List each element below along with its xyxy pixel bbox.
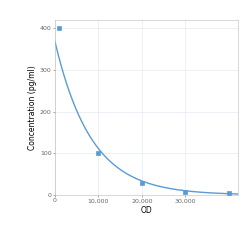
X-axis label: OD: OD bbox=[140, 206, 152, 215]
Y-axis label: Concentration (pg/ml): Concentration (pg/ml) bbox=[28, 65, 37, 150]
